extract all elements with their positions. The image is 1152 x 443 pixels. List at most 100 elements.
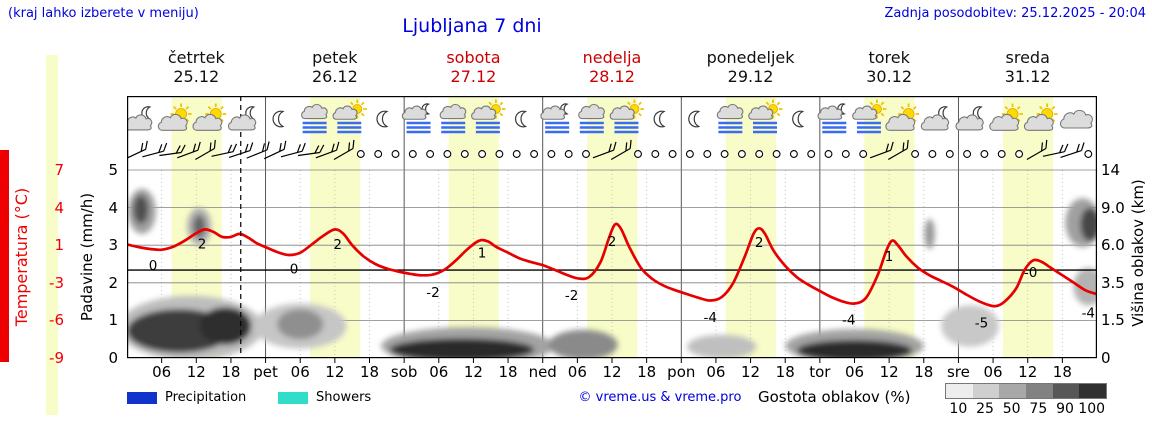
wind-barb-icon [610, 139, 632, 161]
cloud-density-scale-cell [946, 384, 973, 398]
cloud-icon [748, 105, 774, 120]
weather-icon-rain-moon [401, 103, 431, 134]
day-date: 25.12 [173, 67, 220, 86]
temperature-value-label: 2 [755, 235, 764, 251]
cloud-icon [157, 113, 188, 131]
plot-frame [127, 96, 1097, 359]
weather-icon-rain-sun [852, 99, 887, 134]
temperature-value-label: -2 [426, 285, 439, 301]
temperature-value-label: 0 [149, 258, 158, 274]
temperature-value-label: 2 [198, 236, 207, 252]
temperature-value-label: 1 [885, 249, 894, 265]
cloud-density-scale-cell [999, 384, 1027, 398]
cloud-icon [609, 105, 635, 120]
cloud-icon [228, 114, 257, 131]
location-hint: (kraj lahko izberete v meniju) [8, 6, 199, 21]
wind-calm-icon [980, 150, 989, 158]
weather-icon-rain [439, 103, 467, 134]
weather-icon-rain-moon [817, 103, 847, 134]
moon-icon [515, 110, 528, 128]
weather-icon-sun-cloud [1023, 103, 1058, 131]
weather-icon-rain [301, 103, 328, 134]
cloud-icon [989, 113, 1020, 131]
temperature-value-labels: 0 2 -0 2 -2 1 -2 2 -4 2 -4 1 -5 -0 -4 [149, 234, 1095, 331]
wind-barb-icon [1042, 143, 1069, 157]
wind-calm-icon [460, 150, 469, 158]
wind-calm-icon [685, 150, 694, 158]
wind-calm-icon [426, 150, 435, 158]
wind-barb-icon [869, 141, 894, 159]
weather-icon-cloud [1059, 109, 1093, 129]
weather-icon-rain-moon [540, 103, 570, 134]
weather-icon-rain-sun [609, 99, 644, 134]
weather-icon-sun-cloud [192, 103, 227, 131]
weather-icon-rain-sun [471, 99, 506, 134]
temperature-value-label: -0 [285, 261, 298, 277]
wind-calm-icon [564, 150, 573, 158]
wind-calm-icon [651, 150, 660, 158]
cloud-icon [817, 105, 843, 120]
time-axis-ticks [161, 358, 1063, 363]
weather-icon-moon-cloud [955, 106, 984, 131]
temperature-value-label: -5 [975, 315, 988, 331]
wind-calm-icon [547, 150, 556, 158]
cloud-icon [1059, 109, 1093, 129]
wind-barb-icon [127, 140, 148, 160]
precipitation-axis-label: Padavine (mm/h) [78, 192, 96, 322]
day-date: 29.12 [727, 67, 774, 86]
wind-barb-icon [195, 139, 216, 161]
cloud-icon [578, 103, 605, 120]
cloud-height-tick-label: 0 [1101, 349, 1111, 367]
showers-legend-label: Showers [316, 390, 372, 405]
day-name: torek [868, 48, 910, 67]
cloud-height-axis-label: Višina oblakov (km) [1129, 179, 1147, 327]
moon-icon [653, 110, 666, 128]
temperature-value-label: -4 [842, 312, 855, 328]
weather-icon-moon [515, 110, 528, 128]
page-title: Ljubljana 7 dni [402, 15, 542, 37]
wind-barb-icon [246, 141, 270, 159]
wind-barb-icon [887, 139, 909, 161]
wind-barb-icon [142, 142, 168, 158]
precipitation-swatch [127, 392, 157, 404]
wind-calm-icon [1084, 150, 1093, 158]
cloud-density-scale-value: 25 [976, 401, 994, 417]
cloud-icon [852, 105, 878, 120]
day-name: sreda [1005, 48, 1050, 67]
cloud-density-scale-cell [972, 384, 1000, 398]
wind-barb-icon [159, 144, 186, 157]
cloud-icon [192, 113, 223, 131]
temperature-value-label: -0 [1024, 265, 1037, 281]
weather-icon-moon [376, 110, 389, 128]
temperature-value-label: 2 [333, 237, 342, 253]
cloud-density-scale-value: 50 [1002, 401, 1021, 417]
wind-calm-icon [530, 150, 539, 158]
day-date: 28.12 [589, 67, 635, 86]
wind-calm-icon [997, 150, 1006, 158]
wind-barb-icon [1060, 142, 1085, 158]
day-name: nedelja [582, 48, 642, 67]
wind-calm-icon [703, 150, 712, 158]
wind-barb-icon [1026, 139, 1048, 161]
wind-calm-icon [408, 150, 417, 158]
wind-calm-icon [634, 150, 642, 158]
day-name: ponedeljek [706, 48, 795, 67]
copyright-link[interactable]: © vreme.us & vreme.pro [578, 390, 742, 405]
day-date: 27.12 [450, 67, 497, 86]
cloud-icon [716, 103, 744, 120]
temperature-value-label: 2 [608, 234, 617, 250]
cloud-icon [439, 103, 467, 120]
cloud-icon [401, 105, 427, 120]
daylight-color-bar [46, 55, 58, 415]
day-date: 30.12 [866, 67, 913, 86]
wind-calm-icon [668, 150, 677, 158]
temperature-curve [127, 222, 1097, 308]
cloud-icon [955, 114, 984, 131]
wind-barb-icon [263, 140, 287, 160]
cloud-icon [301, 103, 328, 120]
wind-row [127, 139, 1093, 161]
wind-barb-icon [592, 141, 617, 159]
cloud-icon [885, 113, 916, 131]
cloud-density-scale [945, 383, 1107, 399]
